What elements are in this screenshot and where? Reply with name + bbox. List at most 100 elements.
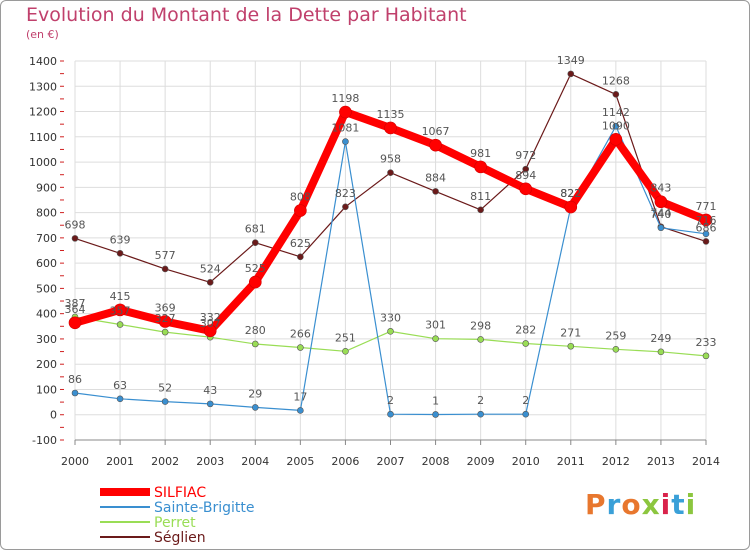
data-point: [161, 328, 169, 336]
data-label: 744: [650, 207, 671, 220]
data-label: 86: [68, 373, 82, 386]
data-label: 894: [515, 169, 536, 182]
data-point: [567, 342, 575, 350]
y-tick-label: 500: [36, 282, 57, 295]
x-tick-label: 2001: [106, 455, 134, 468]
x-tick-label: 2013: [647, 455, 675, 468]
logo-letter: o: [621, 488, 642, 521]
data-point: [612, 345, 620, 353]
data-label: 822: [560, 187, 581, 200]
data-point: [342, 348, 349, 355]
data-label: 884: [425, 171, 446, 184]
data-label: 251: [335, 331, 356, 344]
data-point: [654, 195, 668, 209]
data-point: [71, 235, 79, 242]
data-point: [519, 182, 533, 196]
data-point: [251, 239, 259, 246]
y-tick-label: 1200: [29, 106, 57, 119]
data-point: [116, 395, 124, 403]
data-label: 1067: [422, 125, 450, 138]
x-tick-label: 2011: [557, 455, 585, 468]
x-tick-label: 2002: [151, 455, 179, 468]
data-point: [206, 400, 214, 408]
y-tick-label: 400: [36, 308, 57, 321]
logo-letter: i: [660, 488, 672, 521]
data-point: [699, 213, 713, 227]
data-point: [522, 165, 530, 173]
x-tick-label: 2014: [692, 455, 720, 468]
data-point: [702, 230, 710, 238]
data-label: 639: [110, 233, 131, 246]
y-tick-label: 1300: [29, 80, 57, 93]
data-point: [477, 410, 484, 418]
data-point: [116, 321, 124, 328]
data-label: 307: [200, 317, 221, 330]
data-label: 17: [293, 390, 307, 403]
data-label: 811: [470, 190, 491, 203]
proxiti-logo: Proxiti: [585, 488, 696, 521]
y-tick-label: -100: [32, 434, 57, 447]
data-point: [251, 340, 259, 348]
data-point: [429, 138, 442, 152]
data-label: 266: [290, 328, 311, 341]
data-label: 1: [432, 394, 439, 407]
data-label: 1268: [602, 74, 630, 87]
data-label: 698: [65, 218, 86, 231]
legend-label: Sainte-Brigitte: [154, 500, 255, 516]
data-label: 43: [203, 384, 217, 397]
data-point: [432, 188, 439, 195]
data-point: [657, 348, 665, 356]
data-point: [297, 407, 304, 414]
axes: -100 0 100 200 300 400 500 600 700 800 900 1000 1100…: [29, 55, 720, 468]
legend-label: Perret: [154, 515, 196, 531]
data-labels: 6986395775246816258239588848119721349126…: [65, 54, 717, 408]
data-point: [432, 335, 439, 342]
y-tick-label: 1400: [29, 55, 57, 68]
x-tick-label: 2007: [377, 455, 405, 468]
data-label: 1135: [377, 108, 405, 121]
data-point: [567, 70, 575, 78]
data-label: 525: [245, 262, 266, 275]
data-label: 271: [560, 326, 581, 339]
y-tick-label: 100: [36, 383, 57, 396]
data-point: [702, 352, 710, 360]
data-label: 716: [696, 214, 717, 227]
data-point: [432, 411, 439, 418]
y-tick-label: 200: [36, 358, 57, 371]
y-tick-label: 600: [36, 257, 57, 270]
logo-letter: r: [606, 488, 622, 521]
data-label: 52: [158, 382, 172, 395]
data-label: 2: [522, 394, 529, 407]
y-tick-label: 0: [50, 409, 57, 422]
y-tick-label: 1000: [29, 156, 57, 169]
data-label: 686: [696, 221, 717, 234]
data-point: [297, 344, 304, 351]
data-point: [339, 105, 352, 119]
data-point: [203, 324, 217, 338]
data-point: [68, 316, 82, 330]
data-point: [342, 138, 349, 145]
data-point: [206, 279, 214, 286]
data-label: 822: [560, 187, 581, 200]
data-label: 524: [200, 262, 221, 275]
data-point: [294, 204, 307, 217]
y-tick-label: 300: [36, 333, 57, 346]
data-label: 625: [290, 237, 311, 250]
page-title: Evolution du Montant de la Dette par Hab…: [26, 4, 467, 26]
data-label: 357: [110, 305, 131, 318]
data-label: 415: [110, 290, 131, 303]
y-tick-label: 900: [36, 181, 57, 194]
data-label: 843: [650, 182, 671, 195]
legend-label: Séglien: [154, 530, 206, 546]
data-point: [384, 121, 397, 135]
data-label: 1349: [557, 54, 585, 67]
x-tick-label: 2012: [602, 455, 630, 468]
data-label: 387: [65, 297, 86, 310]
data-label: 771: [696, 200, 717, 213]
data-label: 233: [696, 336, 717, 349]
x-tick-label: 2009: [467, 455, 495, 468]
y-tick-label: 1100: [29, 131, 57, 144]
data-label: 29: [248, 387, 262, 400]
data-point: [612, 91, 620, 98]
data-label: 280: [245, 324, 266, 337]
